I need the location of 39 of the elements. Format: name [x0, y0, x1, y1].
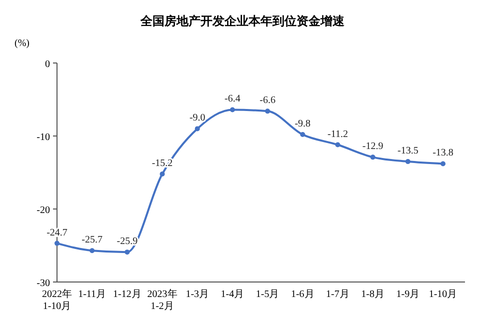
point: [194, 126, 200, 132]
x-tick-label: 1-10月: [428, 289, 458, 300]
chart-title: 全国房地产开发企业本年到位资金增速: [140, 14, 346, 28]
x-tick-label: 1-8月: [361, 289, 384, 300]
x-tick-label: 1-12月: [113, 289, 142, 300]
point: [405, 159, 410, 164]
point: [160, 171, 165, 176]
data-label: -25.7: [82, 234, 103, 246]
point: [440, 161, 446, 166]
data-label: -13.5: [397, 146, 418, 157]
y-tick-label: -10: [36, 132, 50, 143]
point: [300, 132, 306, 138]
y-tick-label: -20: [36, 205, 50, 216]
x-tick-label: 1-11月: [78, 289, 106, 300]
x-tick-label: 2022年 1-10月: [42, 288, 72, 312]
x-tick-label: 1-4月: [220, 289, 244, 300]
x-tick-label: 1-9月: [396, 289, 420, 300]
x-tick-label: 1-7月: [326, 289, 350, 300]
data-label: -6.6: [260, 95, 276, 106]
x-tick-label: 1-5月: [256, 289, 280, 300]
point: [370, 154, 376, 160]
y-tick-label: -30: [36, 278, 50, 289]
point: [265, 108, 270, 114]
point: [124, 250, 130, 255]
data-label: -13.8: [432, 148, 454, 159]
data-label: -9.8: [294, 118, 311, 130]
point: [230, 107, 235, 112]
data-label: -9.0: [189, 112, 206, 124]
point: [90, 248, 95, 254]
point: [54, 240, 60, 246]
x-tick-label: 1-6月: [290, 289, 314, 300]
x-tick-label: 2023年 1-2月: [147, 288, 178, 312]
point: [335, 142, 340, 148]
data-label: -6.4: [224, 94, 240, 105]
x-tick-label: 1-3月: [186, 289, 210, 300]
y-axis-title: (%): [14, 38, 30, 49]
data-label: -12.9: [362, 141, 384, 152]
y-tick-label: 0: [45, 59, 50, 70]
data-label: -11.2: [327, 128, 348, 140]
